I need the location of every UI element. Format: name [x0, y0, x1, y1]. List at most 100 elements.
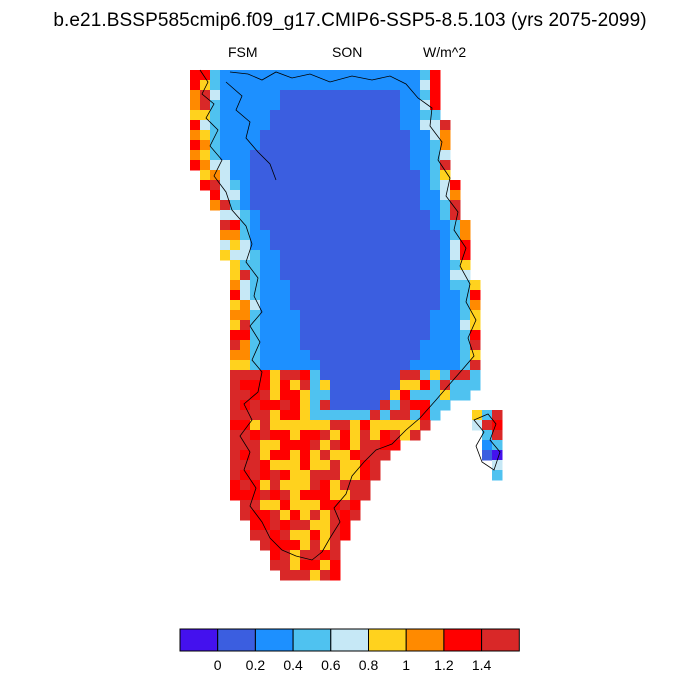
map-cell — [340, 80, 351, 91]
map-cell — [290, 160, 301, 171]
map-cell — [260, 180, 271, 191]
map-cell — [420, 270, 431, 281]
map-cell — [380, 400, 391, 411]
map-cell — [320, 410, 331, 421]
map-cell — [380, 390, 391, 401]
map-cell — [300, 440, 311, 451]
map-cell — [290, 230, 301, 241]
map-cell — [370, 110, 381, 121]
map-cell — [190, 100, 201, 111]
map-cell — [420, 380, 431, 391]
map-cell — [450, 320, 461, 331]
coastline — [199, 69, 501, 561]
map-cell — [260, 190, 271, 201]
map-cell — [230, 250, 241, 261]
map-cell — [230, 380, 241, 391]
map-cell — [210, 140, 221, 151]
map-cell — [420, 110, 431, 121]
map-cell — [290, 430, 301, 441]
map-cell — [320, 520, 331, 531]
map-cell — [220, 170, 231, 181]
map-cell — [240, 420, 251, 431]
map-cell — [410, 130, 421, 141]
map-cell — [230, 460, 241, 471]
map-cell — [240, 400, 251, 411]
map-cell — [440, 370, 451, 381]
map-cell — [340, 260, 351, 271]
colorbar-tick-label: 0.4 — [283, 657, 303, 673]
map-cell — [230, 310, 241, 321]
map-cell — [430, 230, 441, 241]
map-cell — [370, 300, 381, 311]
map-cell — [310, 460, 321, 471]
map-cell — [300, 360, 311, 371]
map-cell — [340, 500, 351, 511]
map-cell — [230, 70, 241, 81]
map-cell — [380, 180, 391, 191]
map-cell — [310, 560, 321, 571]
map-cell — [210, 100, 221, 111]
map-cell — [440, 250, 451, 261]
map-cell — [380, 220, 391, 231]
map-cell — [440, 190, 451, 201]
map-cell — [390, 170, 401, 181]
map-cell — [440, 400, 451, 411]
map-cell — [380, 430, 391, 441]
map-cell — [320, 320, 331, 331]
map-cell — [330, 120, 341, 131]
map-cell — [330, 250, 341, 261]
map-cell — [460, 320, 471, 331]
map-cell — [280, 360, 291, 371]
map-cell — [290, 410, 301, 421]
map-cell — [320, 570, 331, 581]
map-cell — [450, 370, 461, 381]
map-cell — [430, 70, 441, 81]
map-cell — [310, 180, 321, 191]
map-cell — [310, 400, 321, 411]
map-cell — [310, 190, 321, 201]
map-cell — [450, 380, 461, 391]
map-cell — [310, 260, 321, 271]
map-cell — [400, 200, 411, 211]
map-cell — [430, 340, 441, 351]
map-cell — [200, 150, 211, 161]
map-cell — [310, 120, 321, 131]
map-cell — [360, 270, 371, 281]
map-cell — [240, 500, 251, 511]
map-cell — [340, 160, 351, 171]
map-cell — [290, 490, 301, 501]
map-cell — [430, 210, 441, 221]
map-cell — [240, 440, 251, 451]
map-cell — [250, 120, 261, 131]
map-cell — [380, 340, 391, 351]
map-cell — [370, 460, 381, 471]
map-cell — [340, 360, 351, 371]
map-cell — [410, 300, 421, 311]
map-cell — [300, 380, 311, 391]
map-cell — [300, 190, 311, 201]
map-cell — [290, 340, 301, 351]
map-cell — [260, 290, 271, 301]
map-cells — [190, 70, 503, 581]
map-cell — [460, 340, 471, 351]
map-cell — [300, 250, 311, 261]
map-cell — [460, 390, 471, 401]
map-cell — [320, 370, 331, 381]
map-cell — [280, 520, 291, 531]
map-cell — [260, 260, 271, 271]
map-cell — [310, 90, 321, 101]
map-cell — [330, 440, 341, 451]
map-cell — [370, 350, 381, 361]
map-cell — [400, 260, 411, 271]
map-cell — [250, 230, 261, 241]
map-cell — [310, 530, 321, 541]
colorbar-tick-label: 1.4 — [472, 657, 492, 673]
map-cell — [430, 370, 441, 381]
map-cell — [420, 100, 431, 111]
map-cell — [320, 220, 331, 231]
map-cell — [390, 300, 401, 311]
map-cell — [430, 90, 441, 101]
map-cell — [340, 140, 351, 151]
map-cell — [240, 180, 251, 191]
map-cell — [260, 100, 271, 111]
